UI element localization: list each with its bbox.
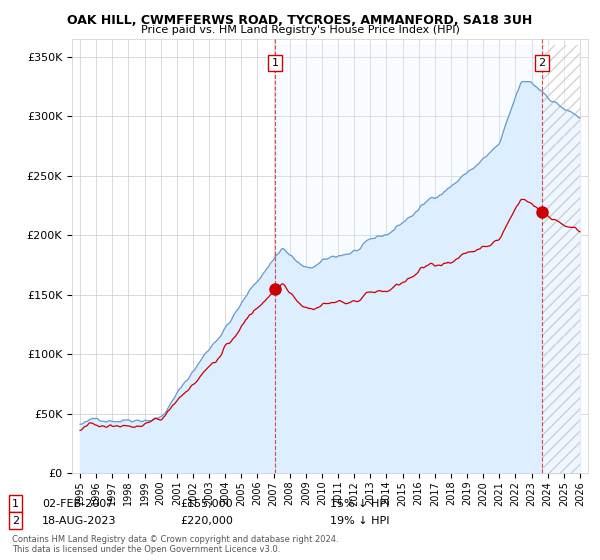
Text: 02-FEB-2007: 02-FEB-2007 (42, 499, 113, 509)
Text: 19% ↓ HPI: 19% ↓ HPI (330, 516, 389, 526)
Text: 15% ↓ HPI: 15% ↓ HPI (330, 499, 389, 509)
Text: £155,000: £155,000 (180, 499, 233, 509)
Text: 2: 2 (538, 58, 545, 68)
Text: £220,000: £220,000 (180, 516, 233, 526)
Text: Contains HM Land Registry data © Crown copyright and database right 2024.
This d: Contains HM Land Registry data © Crown c… (12, 535, 338, 554)
Text: 2: 2 (12, 516, 19, 526)
Text: 1: 1 (12, 499, 19, 509)
Text: 1: 1 (271, 58, 278, 68)
Text: 18-AUG-2023: 18-AUG-2023 (42, 516, 116, 526)
Text: OAK HILL, CWMFFERWS ROAD, TYCROES, AMMANFORD, SA18 3UH: OAK HILL, CWMFFERWS ROAD, TYCROES, AMMAN… (67, 14, 533, 27)
Text: Price paid vs. HM Land Registry's House Price Index (HPI): Price paid vs. HM Land Registry's House … (140, 25, 460, 35)
